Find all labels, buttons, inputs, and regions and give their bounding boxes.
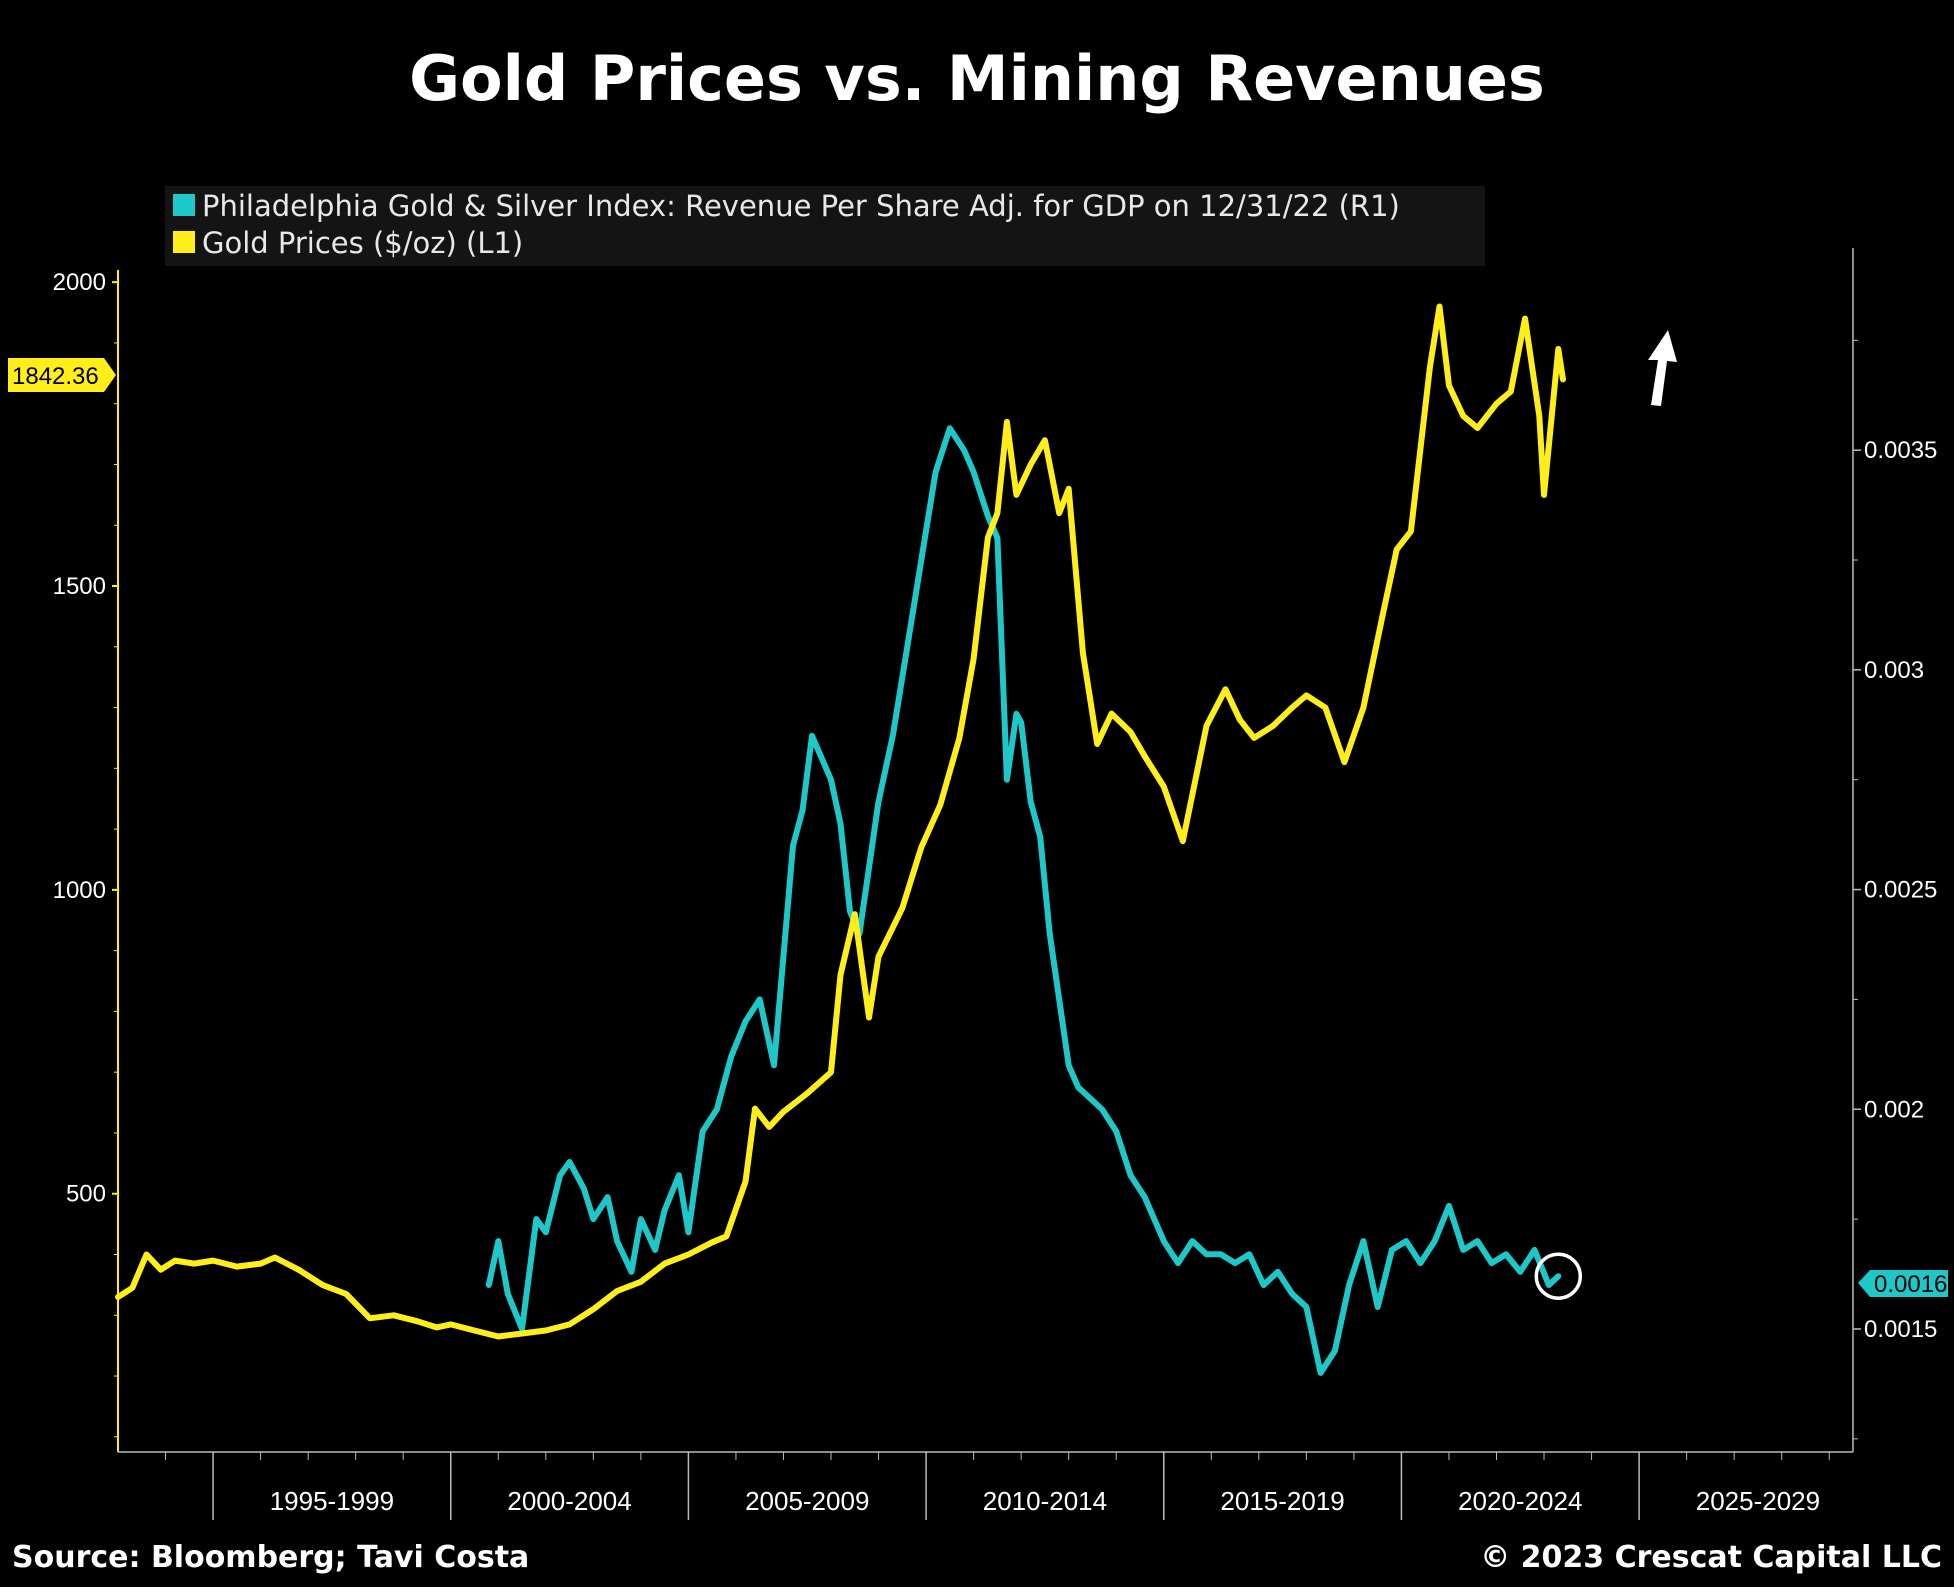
right-tick-label: 0.0035 (1864, 437, 1937, 464)
legend-swatch-gold (173, 231, 195, 253)
right-tick-label: 0.003 (1864, 657, 1924, 684)
gold-price-line (115, 303, 1566, 1340)
x-category-label: 2015-2019 (1220, 1486, 1344, 1516)
legend-swatch-revenue (173, 194, 195, 216)
left-axis-ticks: 2000 1500 1000 500 (53, 269, 118, 1438)
highlight-circle (1534, 1252, 1583, 1300)
right-tick-label: 0.0025 (1864, 877, 1937, 904)
x-category-label: 1995-1999 (270, 1486, 394, 1516)
x-category-label: 2025-2029 (1696, 1486, 1820, 1516)
x-axis-ticks: 1995-1999 2000-2004 2005-2009 2010-2014 2015… (165, 1452, 1830, 1520)
source-text: Source: Bloomberg; Tavi Costa (12, 1540, 529, 1575)
left-tick-label: 1500 (53, 573, 106, 600)
left-tick-label: 1000 (53, 877, 106, 904)
copyright-text: © 2023 Crescat Capital LLC (1480, 1540, 1942, 1575)
last-value-left-label: 1842.36 (12, 363, 99, 390)
right-axis-ticks: 0.0035 0.003 0.0025 0.002 0.0015 (1853, 339, 1937, 1440)
legend-label-revenue: Philadelphia Gold & Silver Index: Revenu… (202, 189, 1400, 223)
x-category-label: 2020-2024 (1458, 1486, 1582, 1516)
up-arrow-icon (1648, 330, 1677, 406)
x-category-label: 2010-2014 (983, 1486, 1107, 1516)
right-tick-label: 0.002 (1864, 1096, 1924, 1123)
series-layer (115, 303, 1566, 1376)
last-value-left-badge: 1842.36 (8, 358, 116, 392)
x-category-label: 2005-2009 (745, 1486, 869, 1516)
last-value-right-badge: 0.0016 (1858, 1270, 1948, 1298)
legend-box (165, 186, 1485, 266)
right-tick-label: 0.0015 (1864, 1316, 1937, 1343)
left-tick-label: 500 (66, 1181, 106, 1208)
x-category-label: 2000-2004 (507, 1486, 631, 1516)
legend-label-gold: Gold Prices ($/oz) (L1) (202, 226, 523, 260)
last-value-right-label: 0.0016 (1874, 1271, 1947, 1298)
left-tick-label: 2000 (53, 269, 106, 296)
revenue-per-share-line (485, 425, 1562, 1376)
chart-title: Gold Prices vs. Mining Revenues (409, 42, 1545, 115)
